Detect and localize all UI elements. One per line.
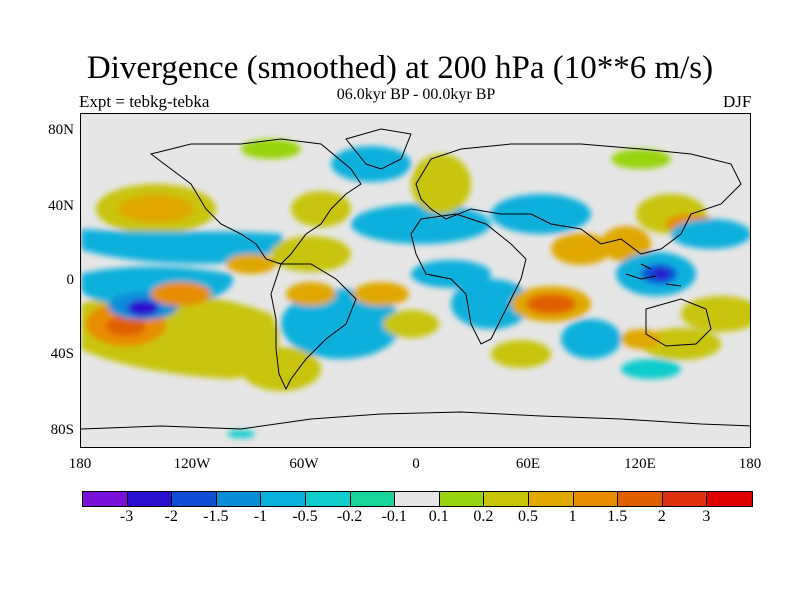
field-patch (491, 340, 551, 368)
field-patch (671, 219, 750, 249)
lon-label-60w: 60W (289, 456, 319, 472)
field-patch (641, 328, 721, 360)
coastline-indonesia (625, 263, 682, 287)
field-patch (331, 146, 411, 182)
lat-label-40s: 40S (50, 346, 74, 362)
field-patch (353, 282, 409, 306)
map-panel (80, 113, 751, 448)
colorbar-label: -1.5 (203, 508, 229, 525)
divergence-field (81, 139, 750, 438)
coastline-eurasia (415, 143, 742, 255)
lon-label-180w: 180 (68, 456, 92, 472)
colorbar-label: -0.5 (292, 508, 318, 525)
period-label: 06.0kyr BP - 00.0kyr BP (336, 86, 496, 103)
colorbar-label: -0.1 (381, 508, 407, 525)
colorbar-label: 0.2 (473, 508, 494, 525)
colorbar-swatch (395, 492, 440, 506)
divergence-map (81, 128, 750, 438)
coastline-south-america (270, 263, 357, 391)
field-patch (227, 430, 255, 438)
field-patch (226, 254, 276, 274)
field-patch (526, 294, 576, 314)
lat-label-80s: 80S (50, 422, 74, 438)
colorbar-swatch (216, 492, 262, 506)
colorbar-label: 1 (568, 508, 577, 525)
field-patch (681, 296, 750, 332)
colorbar-label: -0.2 (336, 508, 363, 525)
colorbar-label: -2 (164, 508, 178, 525)
field-patch (81, 229, 283, 264)
colorbar-swatch (172, 492, 217, 506)
field-patch (383, 310, 439, 338)
figure-title: Divergence (smoothed) at 200 hPa (10**6 … (86, 50, 714, 86)
colorbar-swatch (484, 492, 529, 506)
colorbar-swatch (350, 492, 396, 506)
coastline-africa (410, 213, 527, 345)
field-patch (611, 149, 671, 169)
colorbar-label: 0.1 (428, 508, 449, 525)
colorbar-swatch (127, 492, 173, 506)
coastline-antarctica (81, 411, 750, 430)
field-patch (451, 279, 531, 329)
field-patch (106, 316, 146, 336)
colorbar-swatch (573, 492, 619, 506)
colorbar-label: 3 (702, 508, 711, 525)
experiment-label: Expt = tebkg-tebka (79, 92, 210, 111)
field-patch (411, 154, 471, 214)
field-patch (151, 282, 211, 306)
colorbar (82, 491, 753, 507)
colorbar-swatch (305, 492, 351, 506)
field-patch (653, 269, 669, 279)
colorbar-swatch (83, 492, 128, 506)
lat-label-80n: 80N (48, 122, 74, 138)
field-patch (291, 191, 351, 227)
colorbar-swatch (261, 492, 306, 506)
coastline-north-america (149, 138, 362, 265)
coastlines (81, 128, 750, 430)
lon-label-0: 0 (412, 456, 420, 472)
lon-label-120w: 120W (173, 456, 211, 472)
field-patch (127, 300, 159, 316)
season-label: DJF (723, 92, 752, 111)
field-patch (286, 282, 336, 306)
field-patch (351, 204, 491, 244)
field-patch (491, 194, 591, 234)
field-patch (601, 226, 651, 262)
field-patch (281, 289, 401, 359)
field-patch (241, 139, 301, 159)
coastline-greenland (345, 128, 412, 170)
field-patch (271, 236, 351, 272)
colorbar-label: 0.5 (518, 508, 538, 525)
colorbar-swatch (618, 492, 663, 506)
field-patch (621, 359, 681, 379)
coastline-australia (645, 298, 712, 347)
field-patch (551, 233, 611, 265)
colorbar-label: 1.5 (607, 508, 628, 525)
colorbar-swatch (528, 492, 574, 506)
lat-label-40n: 40N (48, 198, 74, 214)
lon-label-60e: 60E (515, 456, 541, 472)
lon-label-180e: 180 (738, 456, 762, 472)
field-patch (241, 347, 321, 391)
colorbar-swatch (707, 492, 752, 506)
colorbar-swatch (439, 492, 485, 506)
field-patch (621, 329, 661, 349)
field-patch (411, 260, 491, 288)
colorbar-label: 2 (657, 508, 666, 525)
colorbar-swatch (662, 492, 708, 506)
lat-label-0: 0 (66, 272, 75, 288)
lon-label-120e: 120E (624, 456, 656, 472)
field-patch (561, 319, 621, 359)
colorbar-label: -3 (119, 508, 134, 525)
field-patch (118, 195, 194, 223)
colorbar-label: -1 (253, 508, 268, 525)
